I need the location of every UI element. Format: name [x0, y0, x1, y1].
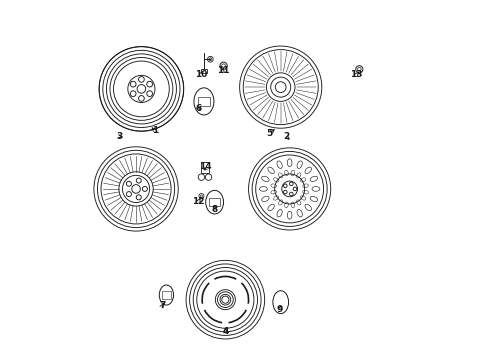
- Text: 1: 1: [152, 126, 158, 135]
- Text: 6: 6: [196, 104, 202, 113]
- Text: 9: 9: [277, 305, 283, 314]
- Text: 14: 14: [198, 162, 211, 171]
- Text: 4: 4: [222, 327, 228, 336]
- Text: 8: 8: [212, 205, 218, 214]
- Text: 12: 12: [192, 197, 205, 206]
- Text: 7: 7: [159, 301, 165, 310]
- Text: 2: 2: [283, 132, 289, 141]
- Text: 13: 13: [350, 70, 363, 79]
- Text: 11: 11: [217, 66, 229, 75]
- Text: 5: 5: [266, 129, 272, 138]
- Text: 10: 10: [195, 70, 207, 79]
- Text: 3: 3: [116, 132, 122, 141]
